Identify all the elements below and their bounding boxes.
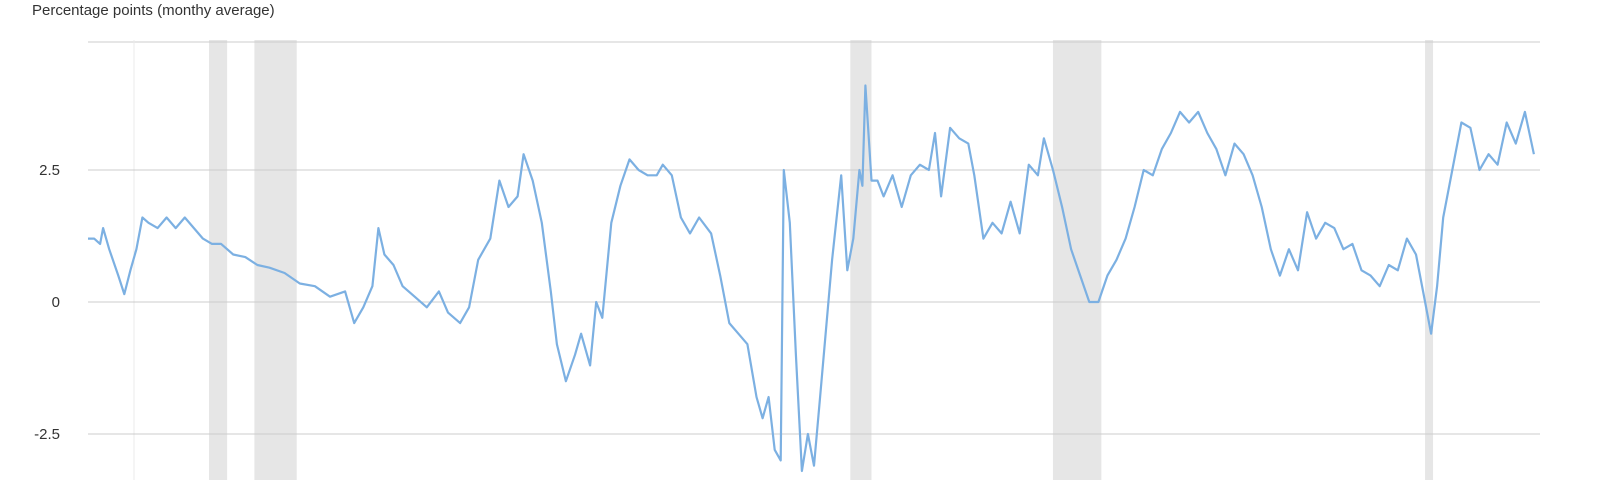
recession-band-4 xyxy=(1052,40,1102,480)
y-tick-label-0: 2.5 xyxy=(39,162,60,179)
series-layer xyxy=(88,84,1535,473)
y-axis-title: Percentage points (monthy average) xyxy=(32,2,275,19)
series-line-1 xyxy=(88,84,1535,473)
recession-bands xyxy=(209,40,1434,480)
recession-band-5 xyxy=(1425,40,1434,480)
y-tick-labels: 2.5 0 -2.5 xyxy=(34,162,60,443)
y-tick-label-2: -2.5 xyxy=(34,426,60,443)
gridlines xyxy=(88,40,1540,480)
recession-band-1 xyxy=(209,40,228,480)
y-tick-label-1: 0 xyxy=(52,294,60,311)
recession-band-2 xyxy=(254,40,297,480)
recession-band-3 xyxy=(850,40,872,480)
